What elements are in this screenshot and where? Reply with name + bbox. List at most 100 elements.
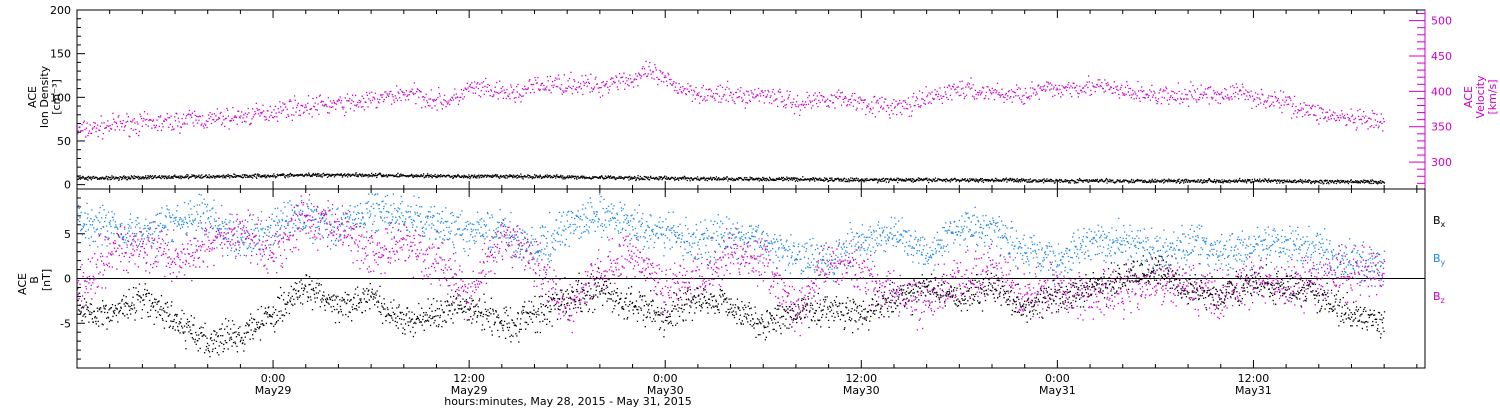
velocity-point [1223,98,1225,100]
by-point [85,230,87,232]
density-point [522,178,524,180]
velocity-point [872,107,874,109]
by-point [219,224,221,226]
density-point [861,179,863,182]
velocity-point [906,103,908,105]
density-point [1364,181,1367,183]
density-point [503,176,505,179]
velocity-point [1354,121,1356,124]
velocity-point [796,101,798,103]
density-point [292,174,294,176]
velocity-point [215,119,218,121]
density-point [561,177,563,179]
density-point [408,175,410,177]
density-point [980,178,982,180]
by-point [82,226,85,228]
velocity-point [1101,87,1104,89]
density-point [102,176,104,179]
velocity-point [896,104,899,106]
by-point [259,249,261,251]
density-point [419,175,421,178]
density-point [1142,181,1144,183]
by-point [112,216,114,219]
velocity-point [890,104,892,107]
density-point [910,180,913,183]
velocity-point [726,80,729,83]
by-point [129,218,131,220]
density-point [1067,179,1069,182]
velocity-point [868,111,871,113]
by-point [193,237,195,239]
density-point [361,173,364,175]
density-point [1159,180,1161,182]
by-point [119,223,121,225]
density-point [483,176,485,178]
density-point [329,174,332,176]
density-point [992,179,994,181]
by-point [331,214,333,216]
velocity-point [1202,94,1205,96]
velocity-point [197,116,199,118]
velocity-point [135,128,137,131]
velocity-point [693,89,695,91]
density-point [975,178,977,180]
velocity-point [701,87,703,89]
density-point [343,174,345,176]
velocity-point [88,132,90,134]
velocity-point [174,120,177,122]
velocity-point [935,93,938,96]
by-point [400,203,402,205]
velocity-point [743,92,745,95]
by-point [323,220,325,223]
density-point [1105,177,1108,180]
velocity-point [1249,94,1251,97]
velocity-point [1340,110,1343,112]
velocity-point [483,93,485,95]
density-point [910,178,912,180]
by-series [77,193,1386,287]
velocity-point [1160,88,1162,90]
density-point [994,179,996,182]
velocity-point [618,80,620,82]
velocity-point [404,99,407,101]
density-point [82,175,84,178]
velocity-point [538,89,541,92]
by-point [237,253,240,255]
density-point [1318,182,1320,184]
by-point [360,222,362,224]
velocity-point [1306,104,1308,106]
velocity-point [1030,95,1032,97]
by-point [445,221,447,223]
density-point [508,174,511,176]
velocity-point [129,136,131,138]
by-point [370,205,372,208]
by-point [426,215,428,217]
by-point [165,226,167,228]
velocity-point [1265,107,1267,109]
velocity-point [315,109,317,111]
velocity-point [823,96,825,98]
velocity-point [163,120,166,122]
density-point [1217,180,1219,182]
velocity-point [975,93,977,96]
velocity-point [265,116,267,118]
velocity-point [1162,89,1165,91]
density-point [288,173,290,176]
velocity-point [1349,120,1352,122]
density-point [1367,180,1370,183]
density-point [1325,180,1327,182]
by-point [216,247,218,249]
by-point [316,210,318,213]
velocity-point [164,118,166,120]
velocity-point [104,127,107,129]
by-point [251,240,254,242]
velocity-point [824,101,826,103]
density-point [730,178,732,181]
velocity-point [258,109,260,111]
density-point [241,176,243,179]
velocity-point [124,126,126,128]
velocity-point [243,114,245,116]
by-point [119,236,121,238]
density-point [819,179,822,181]
velocity-point [365,91,368,94]
